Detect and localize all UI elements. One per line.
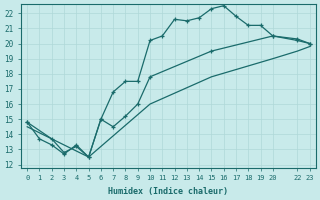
X-axis label: Humidex (Indice chaleur): Humidex (Indice chaleur) [108, 187, 228, 196]
